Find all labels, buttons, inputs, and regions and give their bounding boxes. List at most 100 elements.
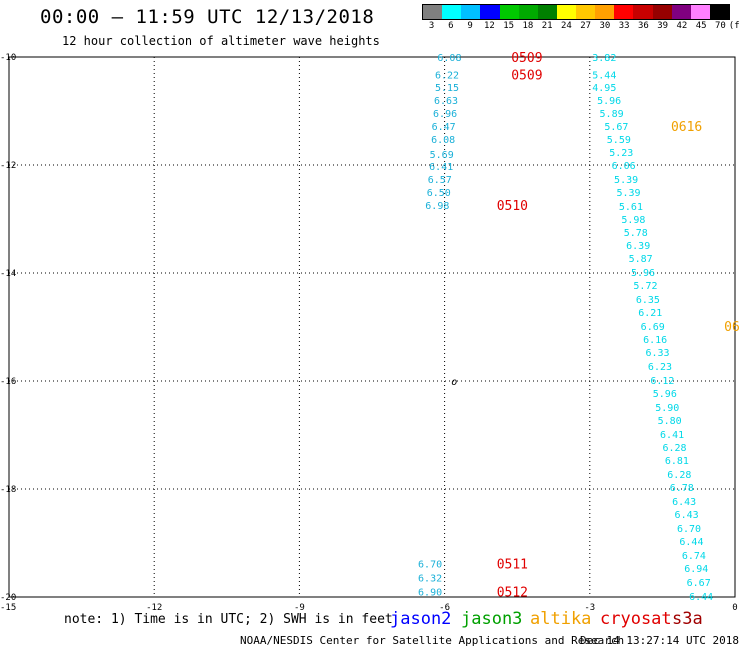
legend-swatch [556,5,576,19]
pass-time-label: 0616 [671,120,702,135]
generated-timestamp: Dec 14 13:27:14 UTC 2018 [580,634,739,647]
legend-label: 27 [580,21,592,31]
pass-time-label: 0615 [724,320,740,335]
legend-swatch [652,5,672,19]
legend-swatch [499,5,519,19]
wave-height-value: 6.81 [665,456,689,467]
legend-label: 30 [599,21,611,31]
wave-height-value: 6.35 [636,295,660,306]
legend-label: 42 [676,21,688,31]
wave-height-value: 6.50 [427,188,451,199]
wave-height-value: 5.72 [633,281,657,292]
legend-swatch [633,5,653,19]
wave-height-value: 5.67 [604,122,628,133]
lat-tick-label: -12 [0,161,16,171]
wave-height-value: 5.98 [621,215,645,226]
legend-label: 24 [560,21,572,31]
plot-frame [8,56,736,598]
legend-label: 39 [657,21,669,31]
legend-label: 70 [714,21,726,31]
pass-time-label: 0512 [497,586,528,601]
wave-height-value: 6.94 [684,564,708,575]
wave-height-value: 5.15 [435,83,459,94]
wave-height-value: 6.67 [687,578,711,589]
wave-height-value: 6.78 [670,483,694,494]
sat-s3a-label: s3a [672,609,703,629]
wave-height-value: 6.43 [672,497,696,508]
wave-height-value: 5.23 [609,148,633,159]
page-title: 00:00 – 11:59 UTC 12/13/2018 [40,6,375,28]
wave-height-value: 6.12 [650,376,674,387]
lon-tick-label: -6 [439,603,450,613]
wave-height-value: 6.43 [675,510,699,521]
wave-height-value: 5.39 [616,188,640,199]
lat-tick-label: -20 [0,593,16,603]
legend-swatch [537,5,557,19]
legend-swatch [595,5,615,19]
legend-swatch [461,5,481,19]
wave-height-value: 6.44 [679,537,703,548]
wave-height-value: 6.47 [432,122,456,133]
legend-label: (ft) [728,21,740,31]
footnote: note: 1) Time is in UTC; 2) SWH is in fe… [64,612,393,627]
wave-height-value: 6.28 [667,470,691,481]
lat-tick-label: -10 [0,53,16,63]
wave-height-value: 6.08 [431,135,455,146]
legend-swatch [671,5,691,19]
lon-tick-label: -9 [294,603,305,613]
legend-swatch [709,5,729,19]
wave-height-value: 4.95 [592,83,616,94]
location-marker: o [451,377,457,388]
wave-height-value: 6.08 [437,53,461,64]
pass-time-label: 0509 [511,68,542,83]
legend-swatch [442,5,462,19]
page-subtitle: 12 hour collection of altimeter wave hei… [62,34,380,48]
wave-height-value: 5.89 [600,109,624,120]
legend-label: 21 [541,21,553,31]
wave-height-value: 6.69 [641,322,665,333]
wave-height-value: 6.74 [682,551,706,562]
wave-height-value: 5.90 [655,403,679,414]
wave-height-value: 6.44 [689,592,713,603]
wave-height-value: 6.22 [435,70,459,81]
wave-height-value: 5.96 [653,389,677,400]
lat-tick-label: -14 [0,269,16,279]
wave-height-value: 6.16 [643,335,667,346]
wave-height-value: 6.28 [662,443,686,454]
wave-height-value: 5.96 [631,268,655,279]
credits-text: NOAA/NESDIS Center for Satellite Applica… [240,634,625,647]
pass-time-label: 0509 [511,51,542,66]
lat-tick-label: -16 [0,377,16,387]
color-scale-legend [422,4,730,20]
wave-height-value: 6.33 [646,348,670,359]
wave-height-value: 5.69 [430,150,454,161]
wave-height-value: 6.70 [677,524,701,535]
legend-swatch [614,5,634,19]
wave-height-value: 5.61 [619,202,643,213]
sat-altika-label: altika [530,609,592,629]
wave-height-value: 6.06 [612,161,636,172]
wave-height-value: 6.32 [418,574,442,585]
wave-height-value: 6.96 [433,109,457,120]
wave-height-value: 6.98 [425,201,449,212]
legend-label: 33 [618,21,630,31]
legend-label: 15 [503,21,515,31]
legend-swatch [480,5,500,19]
lon-tick-label: -15 [0,603,16,613]
credits-line: NOAA/NESDIS Center for Satellite Applica… [240,634,739,647]
wave-height-value: 6.41 [660,430,684,441]
legend-label: 12 [483,21,495,31]
wave-height-value: 6.63 [434,96,458,107]
wave-height-value: 6.23 [648,362,672,373]
lon-tick-label: -12 [146,603,162,613]
legend-swatch [690,5,710,19]
legend-swatch [576,5,596,19]
sat-jason2-label: jason2 [390,609,452,629]
wave-height-value: 5.59 [607,135,631,146]
legend-label: 18 [522,21,534,31]
wave-height-value: 5.78 [624,228,648,239]
wave-height-value: 6.90 [418,588,442,599]
wave-height-value: 6.21 [638,308,662,319]
